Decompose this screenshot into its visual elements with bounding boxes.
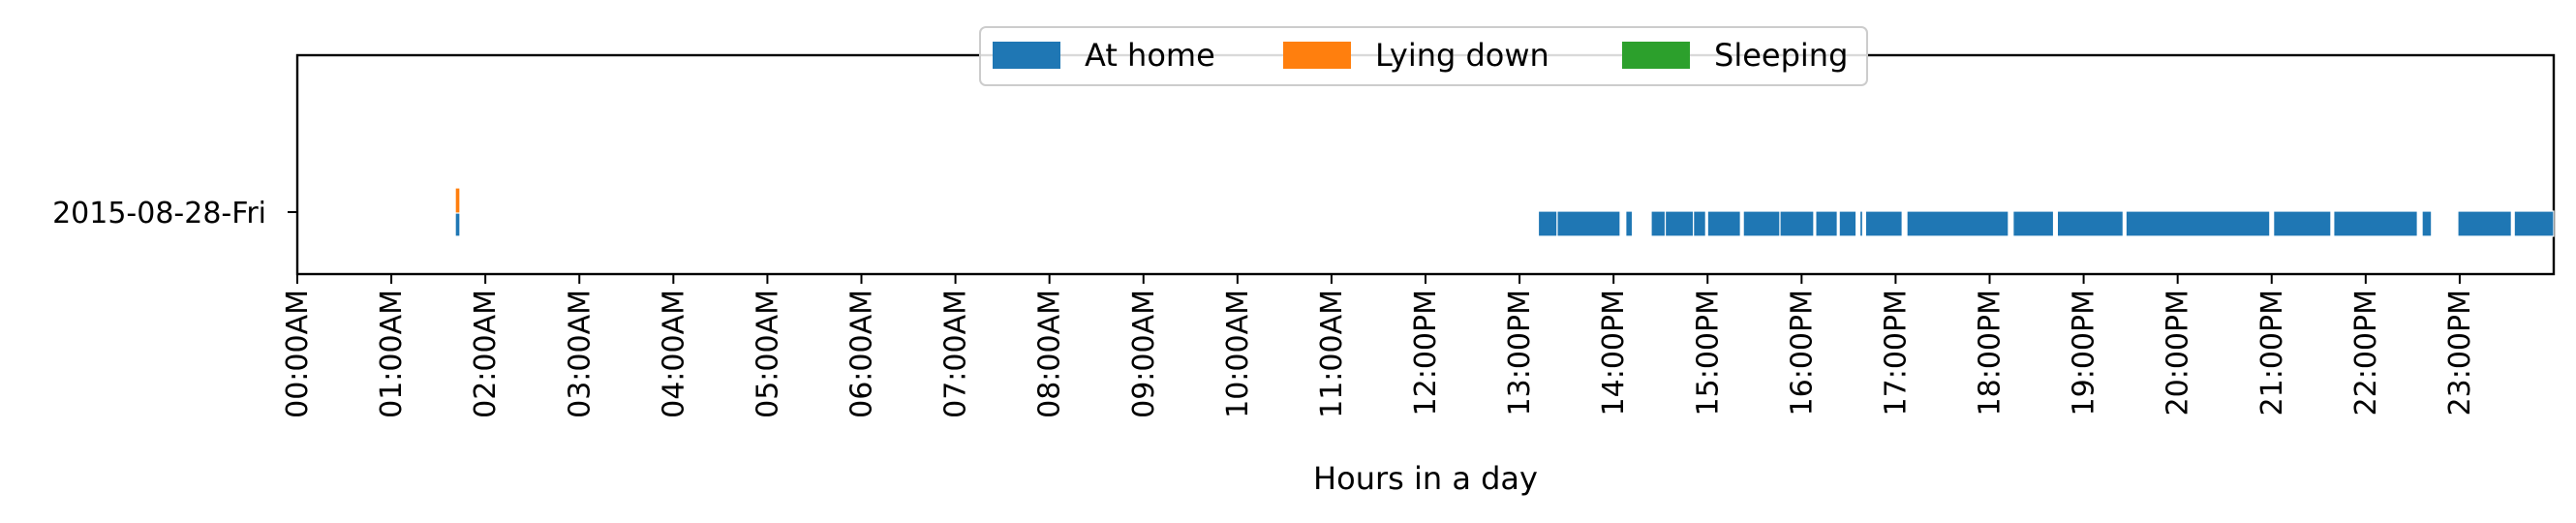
bar-at-home xyxy=(2513,210,2555,237)
x-tick-label: 20:00PM xyxy=(2162,290,2195,415)
x-tick-label: 21:00PM xyxy=(2255,290,2289,415)
x-tick-label: 16:00PM xyxy=(1785,290,1819,415)
bar-at-home xyxy=(2056,210,2124,237)
bar-at-home xyxy=(1815,210,1838,237)
x-tick-label: 10:00AM xyxy=(1221,290,1255,418)
x-tick-label: 17:00PM xyxy=(1879,290,1913,415)
x-tick-label: 09:00AM xyxy=(1127,290,1161,418)
legend-swatch-sleeping xyxy=(1622,42,1690,69)
bar-at-home xyxy=(1664,210,1695,237)
bar-at-home xyxy=(454,210,461,237)
bar-at-home xyxy=(1864,210,1903,237)
bars-layer xyxy=(454,187,2555,237)
bar-at-home xyxy=(1625,210,1634,237)
x-tick-label: 14:00PM xyxy=(1597,290,1631,415)
bar-at-home xyxy=(2457,210,2512,237)
bar-at-home xyxy=(2421,210,2433,237)
x-tick-label: 11:00AM xyxy=(1315,290,1349,418)
x-tick-label: 18:00PM xyxy=(1974,290,2008,415)
x-tick-label: 01:00AM xyxy=(375,290,409,418)
x-tick-label: 19:00PM xyxy=(2068,290,2101,415)
bar-at-home xyxy=(1742,210,1781,237)
x-tick-label: 12:00PM xyxy=(1409,290,1443,415)
bar-at-home xyxy=(2273,210,2332,237)
plot-frame xyxy=(295,53,2556,276)
legend-label-sleeping: Sleeping xyxy=(1714,37,1848,74)
legend-swatch-lying-down xyxy=(1283,42,1351,69)
legend-swatch-at-home xyxy=(993,42,1060,69)
x-tick-label: 22:00PM xyxy=(2349,290,2383,415)
x-axis-label: Hours in a day xyxy=(1313,460,1538,497)
y-tick-label: 2015-08-28-Fri xyxy=(52,197,266,231)
legend-label-lying-down: Lying down xyxy=(1375,37,1549,74)
bar-at-home xyxy=(1838,210,1857,237)
x-tick-label: 08:00AM xyxy=(1033,290,1067,418)
x-tick-label: 06:00AM xyxy=(845,290,879,418)
bar-at-home xyxy=(1906,210,2009,237)
y-axis: 2015-08-28-Fri xyxy=(52,197,297,231)
x-tick-label: 13:00PM xyxy=(1503,290,1537,415)
legend: At home Lying down Sleeping xyxy=(979,26,1868,86)
x-tick-label: 00:00AM xyxy=(281,290,315,418)
legend-label-at-home: At home xyxy=(1085,37,1215,74)
x-axis: 00:00AM 01:00AM 02:00AM 03:00AM 04:00AM 05:00… xyxy=(281,274,2477,418)
x-tick-label: 23:00PM xyxy=(2443,290,2477,415)
x-tick-label: 02:00AM xyxy=(469,290,503,418)
bar-at-home xyxy=(2333,210,2418,237)
x-tick-label: 07:00AM xyxy=(939,290,973,418)
bar-at-home xyxy=(1706,210,1741,237)
bar-at-home xyxy=(1650,210,1667,237)
x-tick-label: 15:00PM xyxy=(1691,290,1725,415)
x-tick-label: 05:00AM xyxy=(751,290,784,418)
bar-lying-down xyxy=(454,187,461,214)
bar-at-home xyxy=(1693,210,1706,237)
x-tick-label: 03:00AM xyxy=(563,290,597,418)
bar-at-home xyxy=(2125,210,2271,237)
bar-at-home xyxy=(1556,210,1621,237)
bar-at-home xyxy=(2012,210,2055,237)
bar-at-home xyxy=(1537,210,1558,237)
bar-at-home xyxy=(1779,210,1815,237)
x-tick-label: 04:00AM xyxy=(657,290,690,418)
bar-at-home xyxy=(1858,210,1864,237)
